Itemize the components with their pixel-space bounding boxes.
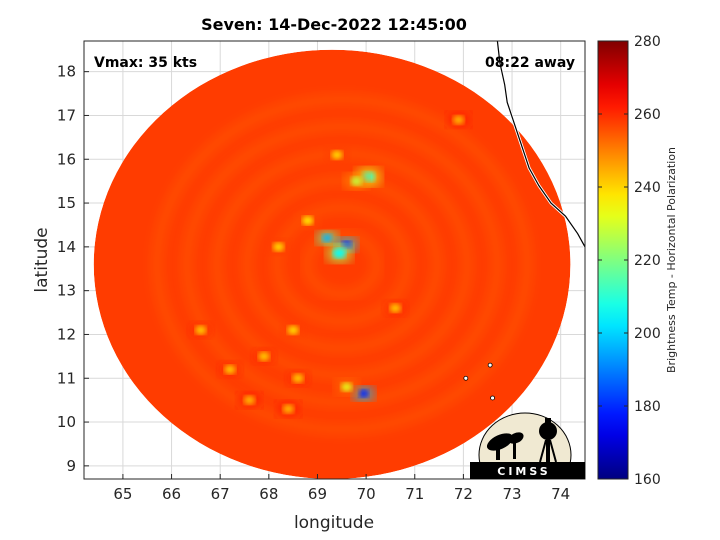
feature-point (302, 216, 314, 225)
swath-disk (93, 49, 571, 479)
y-axis-label: latitude (32, 227, 52, 292)
x-tick-label: 65 (113, 485, 132, 503)
rainband (184, 123, 501, 406)
colorbar-tick-label: 280 (634, 34, 661, 50)
island (463, 375, 469, 381)
y-tick-label: 15 (57, 194, 76, 212)
colorbar-tick-label: 220 (634, 253, 661, 269)
y-tick-label: 18 (57, 63, 76, 81)
colorbar (597, 40, 629, 480)
vmax-annotation: Vmax: 35 kts (94, 55, 197, 71)
satellite-dish-icon (486, 432, 524, 460)
x-tick-label: 68 (259, 485, 278, 503)
cimss-logo: CIMSS (470, 412, 585, 479)
y-tick-label: 17 (57, 106, 76, 124)
feature-point (282, 404, 294, 414)
x-axis: 65 66 67 68 69 70 71 72 73 74 (113, 474, 570, 503)
feature-point (358, 389, 369, 398)
colorbar-tick-label: 260 (634, 107, 661, 123)
colorbar-tick-label: 160 (634, 472, 661, 488)
feature-point (292, 373, 304, 383)
colorbar-ticks: 160 180 200 220 240 260 280 (598, 34, 661, 488)
feature-point (272, 242, 285, 252)
island (487, 362, 493, 368)
feature-point (258, 351, 270, 361)
feature-point (322, 234, 333, 242)
y-tick-label: 11 (57, 369, 76, 387)
feature-point (331, 150, 343, 160)
x-tick-label: 67 (211, 485, 230, 503)
feature-point (243, 395, 255, 405)
plot-frame (83, 40, 586, 480)
coastline (463, 41, 585, 401)
x-tick-label: 70 (357, 485, 376, 503)
feature-point (224, 365, 236, 374)
y-tick-label: 14 (57, 238, 76, 256)
x-tick-label: 69 (308, 485, 327, 503)
y-tick-label: 16 (57, 150, 76, 168)
colorbar-tick-label: 180 (634, 399, 661, 415)
features (188, 111, 471, 417)
y-tick-label: 13 (57, 282, 76, 300)
time-away-annotation: 08:22 away (485, 55, 575, 71)
feature-point (389, 303, 401, 313)
swath (93, 49, 571, 479)
feature-point (333, 248, 346, 259)
feature-point (350, 176, 362, 186)
colorbar-tick-label: 240 (634, 180, 661, 196)
colorbar-label: Brightness Temp - Horizontal Polarizatio… (665, 147, 678, 373)
x-tick-label: 74 (551, 485, 570, 503)
rainband (304, 231, 381, 298)
x-tick-label: 71 (405, 485, 424, 503)
cimss-logo-text: CIMSS (497, 465, 550, 478)
feature-point (452, 115, 465, 125)
coastline-line (496, 41, 585, 248)
rainband (244, 177, 441, 352)
island (490, 395, 495, 401)
x-tick-label: 72 (454, 485, 473, 503)
feature-point (341, 382, 353, 392)
chart-title: Seven: 14-Dec-2022 12:45:00 (201, 15, 467, 34)
feature-point (287, 325, 299, 335)
y-tick-label: 12 (57, 325, 76, 343)
water-tower-icon (539, 418, 557, 463)
x-axis-label: longitude (294, 513, 374, 533)
y-tick-label: 10 (57, 413, 76, 431)
colorbar-tick-label: 200 (634, 326, 661, 342)
y-tick-label: 9 (66, 457, 76, 475)
feature-point (195, 325, 207, 335)
rainband (274, 204, 411, 325)
y-axis: 9 10 11 12 13 14 15 16 17 18 (57, 63, 89, 475)
rainband (154, 96, 531, 433)
x-tick-label: 73 (502, 485, 521, 503)
x-tick-label: 66 (162, 485, 181, 503)
